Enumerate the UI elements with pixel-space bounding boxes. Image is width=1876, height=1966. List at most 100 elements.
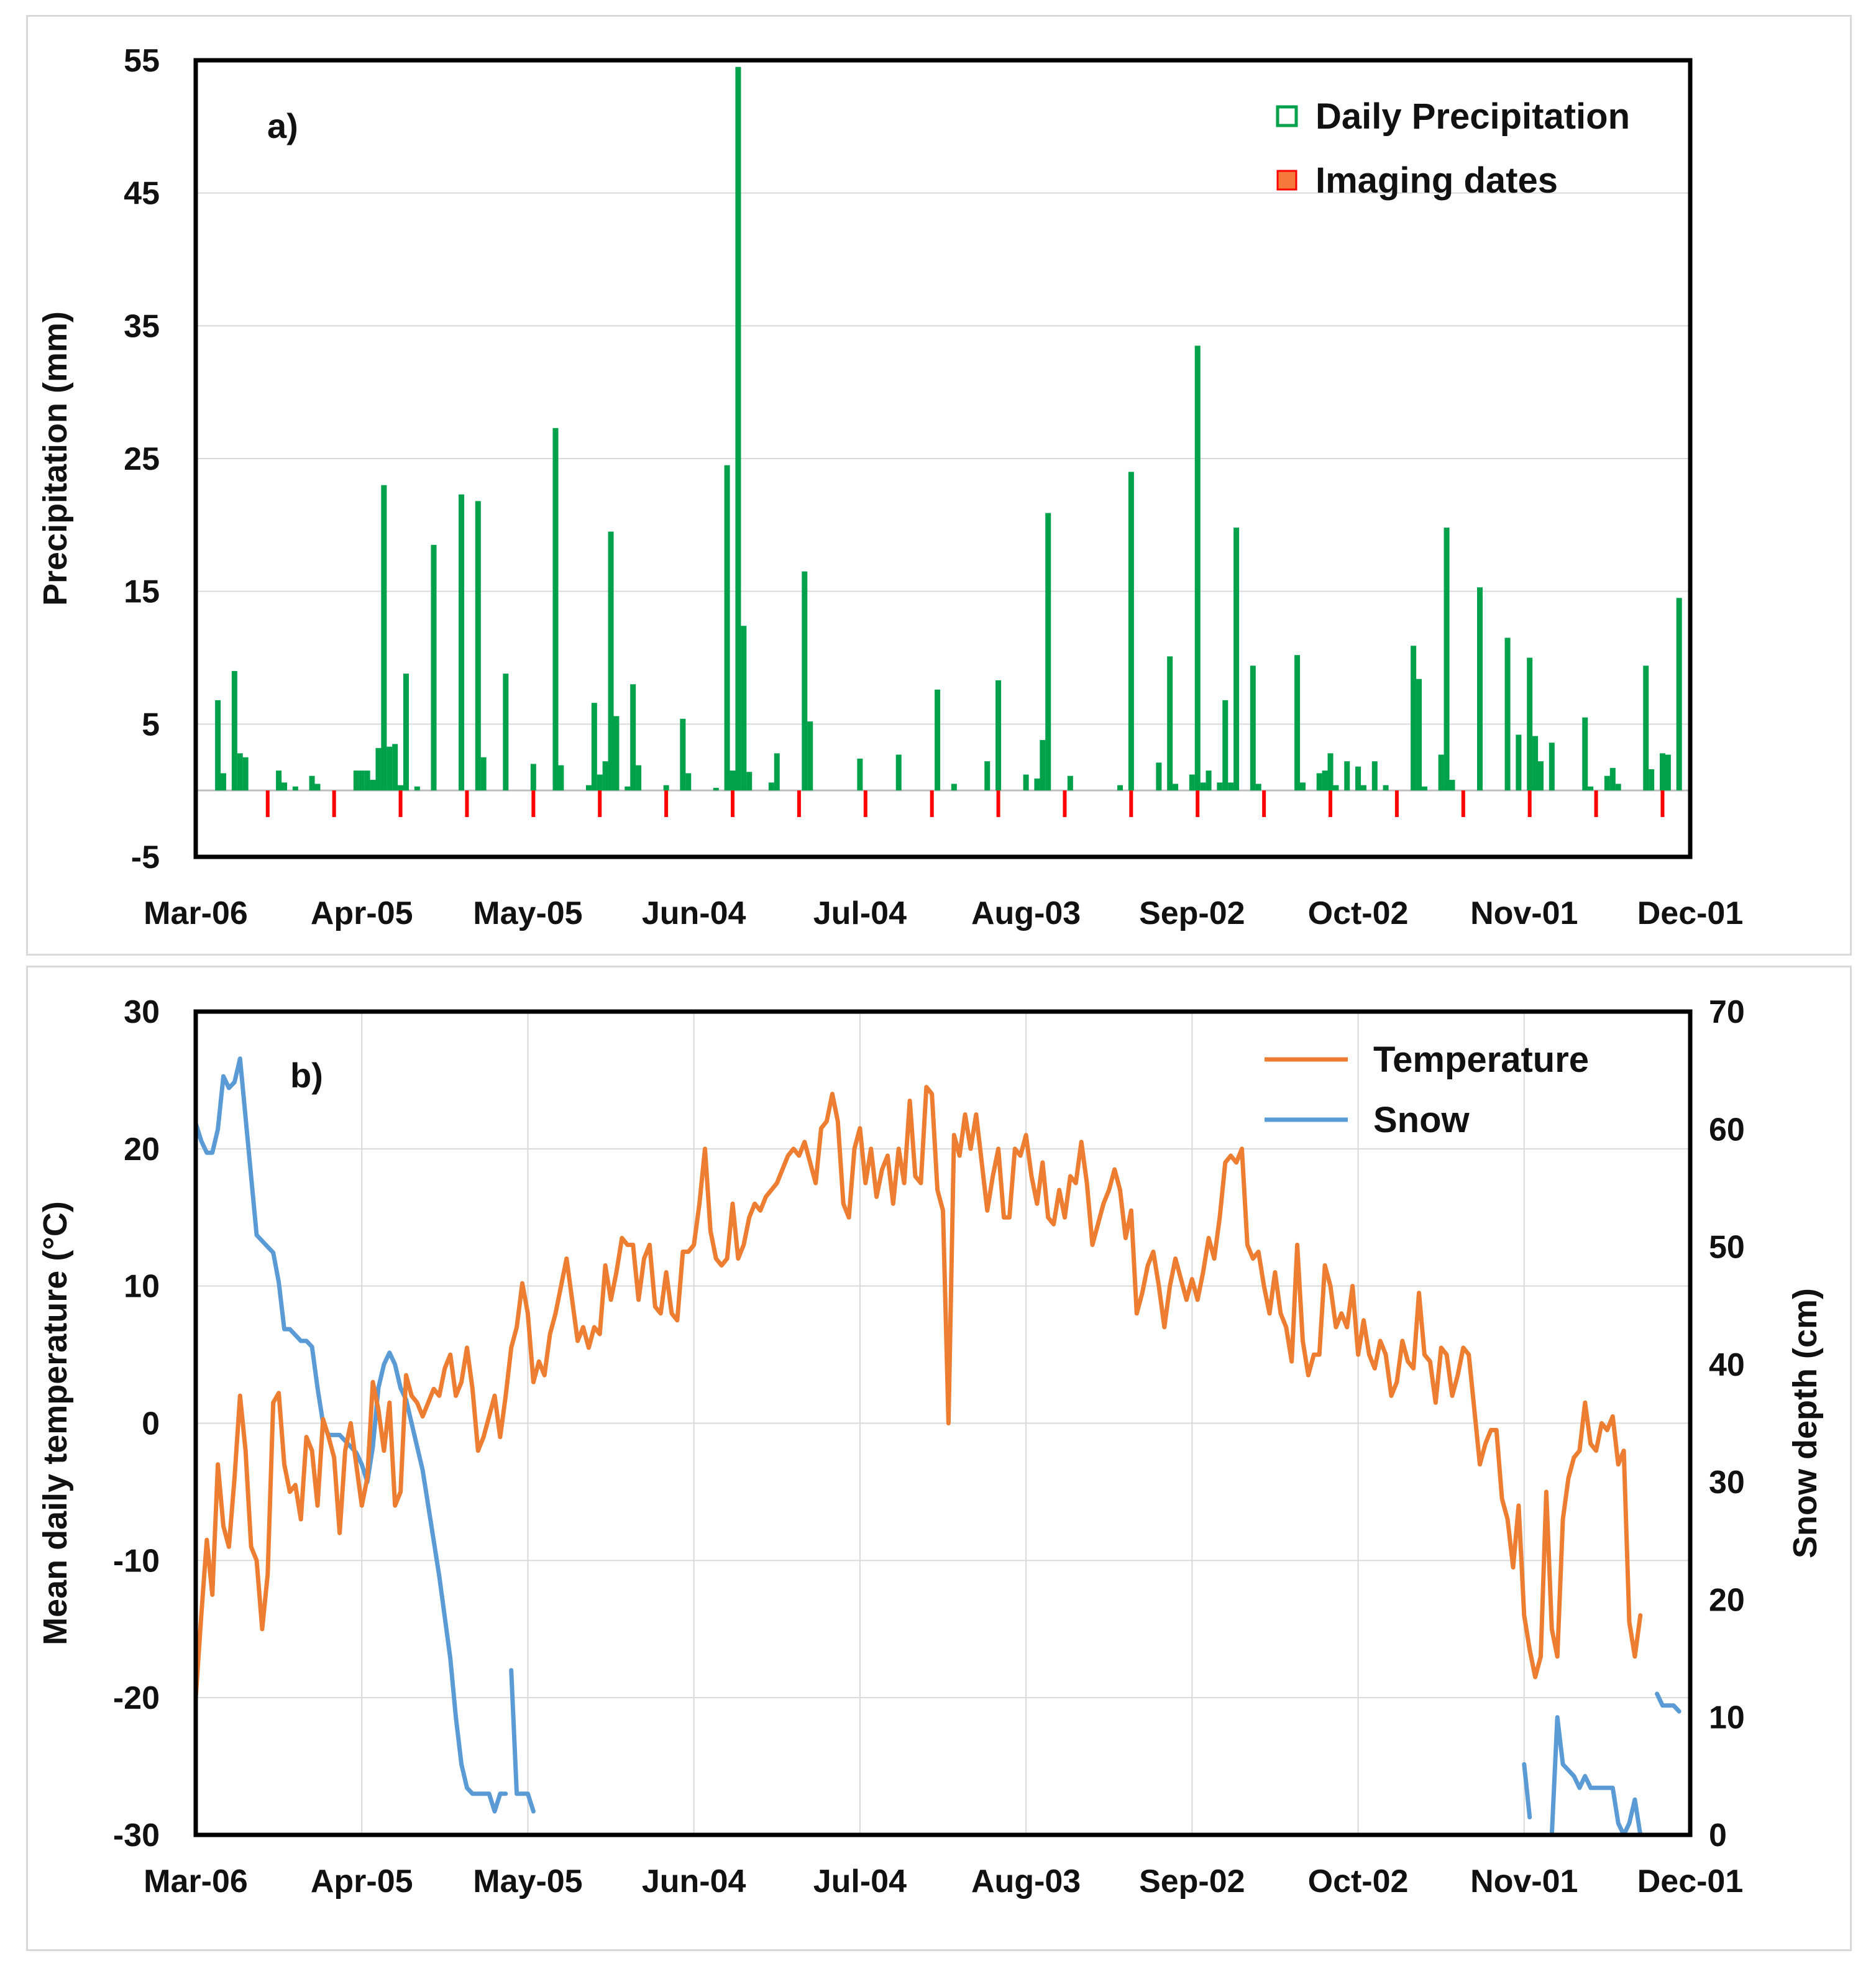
precipitation-bar xyxy=(1665,754,1671,791)
precipitation-y-axis-label: Precipitation (mm) xyxy=(37,311,74,606)
imaging-date-mark xyxy=(332,790,336,817)
precipitation-bar xyxy=(1255,784,1261,791)
precipitation-bar xyxy=(591,703,597,791)
precipitation-bar xyxy=(1538,761,1544,791)
panel-a-label: a) xyxy=(267,106,298,145)
imaging-date-mark xyxy=(1196,790,1200,817)
temperature-y-tick-label: 30 xyxy=(124,994,160,1030)
precipitation-chart: 55 45 35 25 15 5 -5 Mar-06 Apr-05 May-05 Jun-04 Ju… xyxy=(37,43,1744,931)
precipitation-bar xyxy=(1371,761,1378,791)
precipitation-bar xyxy=(746,772,753,791)
temperature-snow-chart: 30 20 10 0 -10 -20 -30 70 60 50 40 30 20 10 0 Mar-06 A… xyxy=(37,994,1824,1900)
snow-depth-y-axis-label: Snow depth (cm) xyxy=(1787,1288,1824,1558)
precipitation-bar xyxy=(1615,784,1621,791)
precip-x-tick-label: Dec-01 xyxy=(1637,895,1744,931)
temperature-x-tick-label: May-05 xyxy=(473,1863,582,1900)
precipitation-bar xyxy=(314,784,321,791)
precipitation-bar xyxy=(1444,528,1450,791)
precipitation-bar xyxy=(774,753,780,791)
snow-y-tick-label: 10 xyxy=(1709,1700,1745,1736)
precipitation-bar xyxy=(1228,782,1234,791)
precipitation-bar xyxy=(995,680,1002,791)
temperature-y-tick-label: -30 xyxy=(113,1817,160,1854)
snow-y-tick-label: 20 xyxy=(1709,1582,1745,1618)
legend-marker-daily-precipitation xyxy=(1276,105,1298,127)
imaging-date-mark xyxy=(1129,790,1133,817)
precipitation-bar xyxy=(1582,717,1588,791)
snow-y-tick-label: 0 xyxy=(1709,1817,1727,1854)
precipitation-bar xyxy=(359,770,365,791)
temperature-x-tick-label: Apr-05 xyxy=(311,1863,413,1900)
precip-x-tick-label: Aug-03 xyxy=(971,895,1081,931)
precipitation-bar xyxy=(685,773,692,791)
imaging-date-mark xyxy=(1394,790,1399,817)
precipitation-bar xyxy=(663,785,669,791)
imaging-date-mark xyxy=(465,790,469,817)
precipitation-bar xyxy=(802,571,808,791)
precip-y-tick-label: -5 xyxy=(131,839,160,876)
precip-x-tick-label: Oct-02 xyxy=(1308,895,1409,931)
precipitation-bar xyxy=(1604,775,1610,791)
precipitation-bar xyxy=(292,786,298,791)
precipitation-bar xyxy=(608,531,614,791)
precipitation-bar xyxy=(381,485,387,791)
temperature-y-tick-label: 10 xyxy=(124,1269,160,1305)
precipitation-bar xyxy=(1217,782,1223,791)
precipitation-bar xyxy=(1117,785,1123,791)
precip-x-tick-label: Sep-02 xyxy=(1139,895,1245,931)
imaging-date-mark xyxy=(1329,790,1333,817)
temperature-snow-legend: Temperature Snow xyxy=(1265,1040,1589,1140)
temperature-y-tick-label: -10 xyxy=(113,1543,160,1579)
panel-b-label: b) xyxy=(290,1056,323,1095)
precipitation-bar xyxy=(735,66,741,791)
imaging-date-mark xyxy=(1262,790,1266,817)
temperature-line xyxy=(193,1085,1643,1700)
precipitation-bar xyxy=(231,670,237,791)
legend-label-snow: Snow xyxy=(1373,1100,1470,1140)
temperature-x-tick-label: Mar-06 xyxy=(144,1863,248,1900)
precipitation-bar xyxy=(1034,778,1040,791)
imaging-date-mark xyxy=(731,790,735,817)
precip-y-tick-label: 15 xyxy=(124,574,160,610)
precipitation-bar xyxy=(1416,679,1422,791)
precipitation-bar xyxy=(636,765,642,791)
precipitation-bar xyxy=(1477,587,1483,791)
precipitation-bar xyxy=(585,785,592,791)
precipitation-bar xyxy=(680,718,686,791)
precipitation-bar xyxy=(1449,780,1455,791)
precipitation-bar xyxy=(281,782,288,791)
precipitation-bar xyxy=(1438,754,1444,791)
precipitation-bar xyxy=(1527,657,1533,791)
imaging-date-mark xyxy=(531,790,536,817)
precipitation-bar xyxy=(1649,769,1655,791)
precipitation-bar xyxy=(951,784,957,791)
snow-depth-line xyxy=(1655,1691,1682,1714)
precipitation-bar xyxy=(276,770,282,791)
snow-depth-line xyxy=(193,1056,508,1814)
precipitation-bar xyxy=(857,758,863,791)
precipitation-bar xyxy=(431,544,437,791)
imaging-date-mark xyxy=(996,790,1000,817)
precipitation-bar xyxy=(1609,767,1616,791)
snow-y-tick-label: 50 xyxy=(1709,1230,1745,1266)
imaging-date-mark xyxy=(863,790,867,817)
precipitation-bar xyxy=(1189,774,1195,791)
precipitation-bar xyxy=(1167,656,1173,791)
imaging-date-mark xyxy=(398,790,403,817)
precipitation-bar xyxy=(1676,598,1682,791)
precipitation-bar xyxy=(1421,786,1427,791)
precipitation-bar xyxy=(1659,753,1665,791)
precipitation-bar xyxy=(503,674,509,791)
temperature-y-tick-label: -20 xyxy=(113,1680,160,1716)
precipitation-bar xyxy=(1344,761,1350,791)
precipitation-bar xyxy=(935,689,941,791)
precipitation-bar xyxy=(1128,472,1134,791)
legend-marker-imaging-dates xyxy=(1276,170,1297,191)
precipitation-bar xyxy=(1532,736,1539,791)
temperature-y-tick-label: 0 xyxy=(142,1406,160,1442)
precipitation-bar xyxy=(984,761,991,791)
precip-y-tick-label: 55 xyxy=(124,43,160,79)
precipitation-bar xyxy=(625,786,631,791)
precip-x-tick-label: May-05 xyxy=(473,895,582,931)
precipitation-bar xyxy=(1588,786,1594,791)
